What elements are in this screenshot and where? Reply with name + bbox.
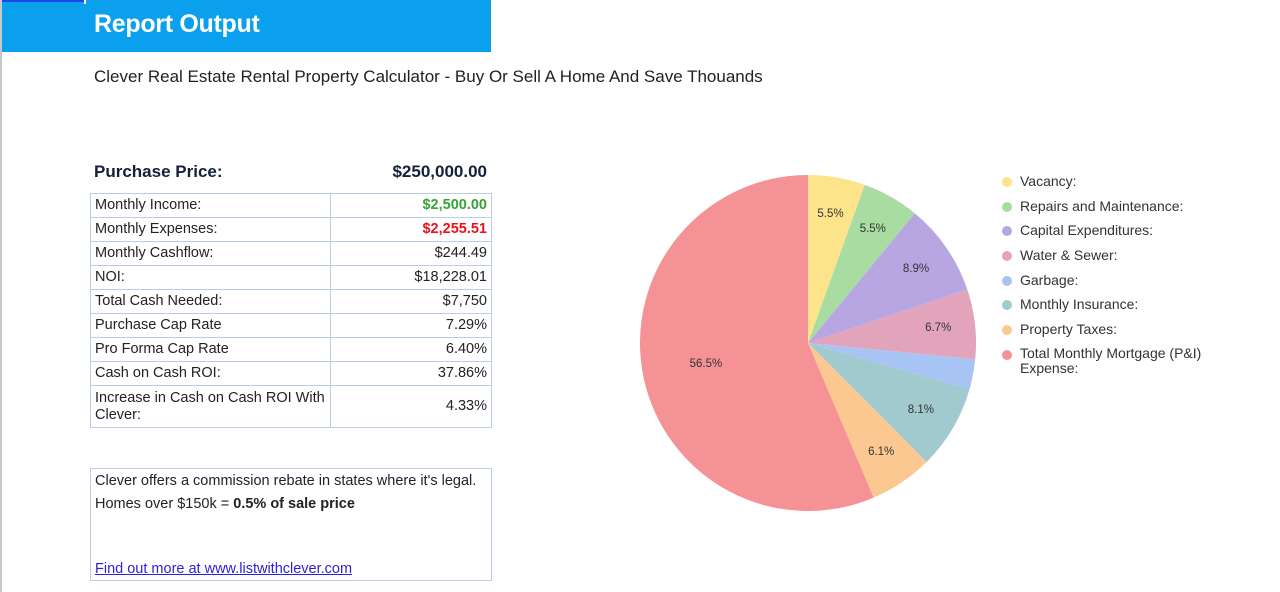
pie-slice-label: 56.5% <box>689 357 723 370</box>
legend-item: Capital Expenditures: <box>1000 222 1240 247</box>
header-tick <box>84 0 86 4</box>
legend-item: Repairs and Maintenance: <box>1000 198 1240 223</box>
promo-text: Clever offers a commission rebate in sta… <box>95 473 477 489</box>
legend-dot-icon <box>1002 226 1012 237</box>
table-row: Monthly Income: $2,500.00 <box>90 193 492 218</box>
roi-increase-label: Increase in Cash on Cash ROI With Clever… <box>90 385 331 428</box>
legend-dot-icon <box>1002 325 1012 336</box>
table-row: Monthly Cashflow: $244.49 <box>90 241 492 266</box>
purchase-price-value: $250,000.00 <box>392 162 487 181</box>
table-row: Increase in Cash on Cash ROI With Clever… <box>90 385 492 428</box>
pie-slice-label: 6.1% <box>868 445 895 458</box>
cash-on-cash-roi-label: Cash on Cash ROI: <box>90 361 331 386</box>
pro-forma-cap-rate-label: Pro Forma Cap Rate <box>90 337 331 362</box>
legend-label: Capital Expenditures: <box>1020 222 1154 239</box>
expense-pie-chart: 5.5% 5.5% 8.9% 6.7% 8.1% 6.1% 56.5% <box>639 174 977 512</box>
table-row: Pro Forma Cap Rate 6.40% <box>90 337 492 362</box>
window-left-border <box>0 0 2 592</box>
purchase-cap-rate-value: 7.29% <box>330 313 492 338</box>
page-title: Report Output <box>94 10 260 38</box>
legend-item: Total Monthly Mortgage (P&I) Expense: <box>1000 344 1240 386</box>
legend-label: Monthly Insurance: <box>1020 296 1139 313</box>
legend-item: Vacancy: <box>1000 173 1240 198</box>
pie-slice <box>808 175 865 343</box>
total-cash-needed-label: Total Cash Needed: <box>90 289 331 314</box>
legend-dot-icon <box>1002 275 1012 286</box>
clever-promo-box: Clever offers a commission rebate in sta… <box>90 468 492 581</box>
legend-item: Property Taxes: <box>1000 321 1240 346</box>
legend-dot-icon <box>1002 300 1012 311</box>
legend-item: Garbage: <box>1000 272 1240 297</box>
noi-label: NOI: <box>90 265 331 290</box>
legend-dot-icon <box>1002 177 1012 187</box>
pie-slice <box>808 343 927 498</box>
table-row: Total Cash Needed: $7,750 <box>90 289 492 314</box>
legend-label: Total Monthly Mortgage (P&I) Expense: <box>1020 344 1202 376</box>
monthly-expenses-value: $2,255.51 <box>330 217 492 242</box>
metrics-table: Monthly Income: $2,500.00 Monthly Expens… <box>90 193 492 428</box>
table-row: Purchase Cap Rate 7.29% <box>90 313 492 338</box>
pie-slice-label: 8.9% <box>902 262 930 275</box>
header-accent-line <box>2 0 84 2</box>
promo-rebate-line: Homes over $150k = 0.5% of sale price <box>95 495 487 514</box>
report-header-bar <box>2 0 491 52</box>
legend-label: Garbage: <box>1020 271 1079 288</box>
chart-legend: Vacancy: Repairs and Maintenance: Capital … <box>1000 173 1240 386</box>
listwithclever-link[interactable]: Find out more at www.listwithclever.com <box>95 561 353 577</box>
purchase-price-label: Purchase Price: <box>94 162 223 181</box>
pie-slice-label: 5.5% <box>817 207 844 220</box>
monthly-income-value: $2,500.00 <box>330 193 492 218</box>
monthly-expenses-label: Monthly Expenses: <box>90 217 331 242</box>
table-row: NOI: $18,228.01 <box>90 265 492 290</box>
pie-slice-label: 5.5% <box>859 223 886 236</box>
pie-slice <box>808 184 915 343</box>
legend-label: Repairs and Maintenance: <box>1020 197 1184 214</box>
pie-slice-label: 8.1% <box>907 403 934 416</box>
monthly-cashflow-label: Monthly Cashflow: <box>90 241 331 266</box>
cash-on-cash-roi-value: 37.86% <box>330 361 492 386</box>
pie-svg <box>639 175 976 511</box>
table-row: Monthly Expenses: $2,255.51 <box>90 217 492 242</box>
pie-slice <box>808 289 976 360</box>
purchase-cap-rate-label: Purchase Cap Rate <box>90 313 331 338</box>
noi-value: $18,228.01 <box>330 265 492 290</box>
promo-rebate-amount: 0.5% of sale price <box>233 496 355 512</box>
total-cash-needed-value: $7,750 <box>330 289 492 314</box>
monthly-income-label: Monthly Income: <box>90 193 331 218</box>
table-row: Cash on Cash ROI: 37.86% <box>90 361 492 386</box>
pie-slice <box>639 175 874 511</box>
pie-slice-label: 6.7% <box>925 322 952 335</box>
legend-dot-icon <box>1002 201 1012 212</box>
legend-dot-icon <box>1002 349 1012 360</box>
pie-slice <box>808 343 970 462</box>
legend-label: Vacancy: <box>1020 173 1077 189</box>
roi-increase-value: 4.33% <box>330 385 492 428</box>
legend-dot-icon <box>1002 251 1012 262</box>
pie-slice <box>808 343 976 390</box>
legend-label: Water & Sewer: <box>1020 247 1118 264</box>
page-subtitle: Clever Real Estate Rental Property Calcu… <box>94 67 763 86</box>
promo-rebate-prefix: Homes over $150k = <box>95 496 234 512</box>
legend-label: Property Taxes: <box>1020 321 1118 338</box>
pie-slice <box>808 213 968 343</box>
legend-item: Water & Sewer: <box>1000 247 1240 272</box>
pro-forma-cap-rate-value: 6.40% <box>330 337 492 362</box>
monthly-cashflow-value: $244.49 <box>330 241 492 266</box>
legend-item: Monthly Insurance: <box>1000 296 1240 321</box>
